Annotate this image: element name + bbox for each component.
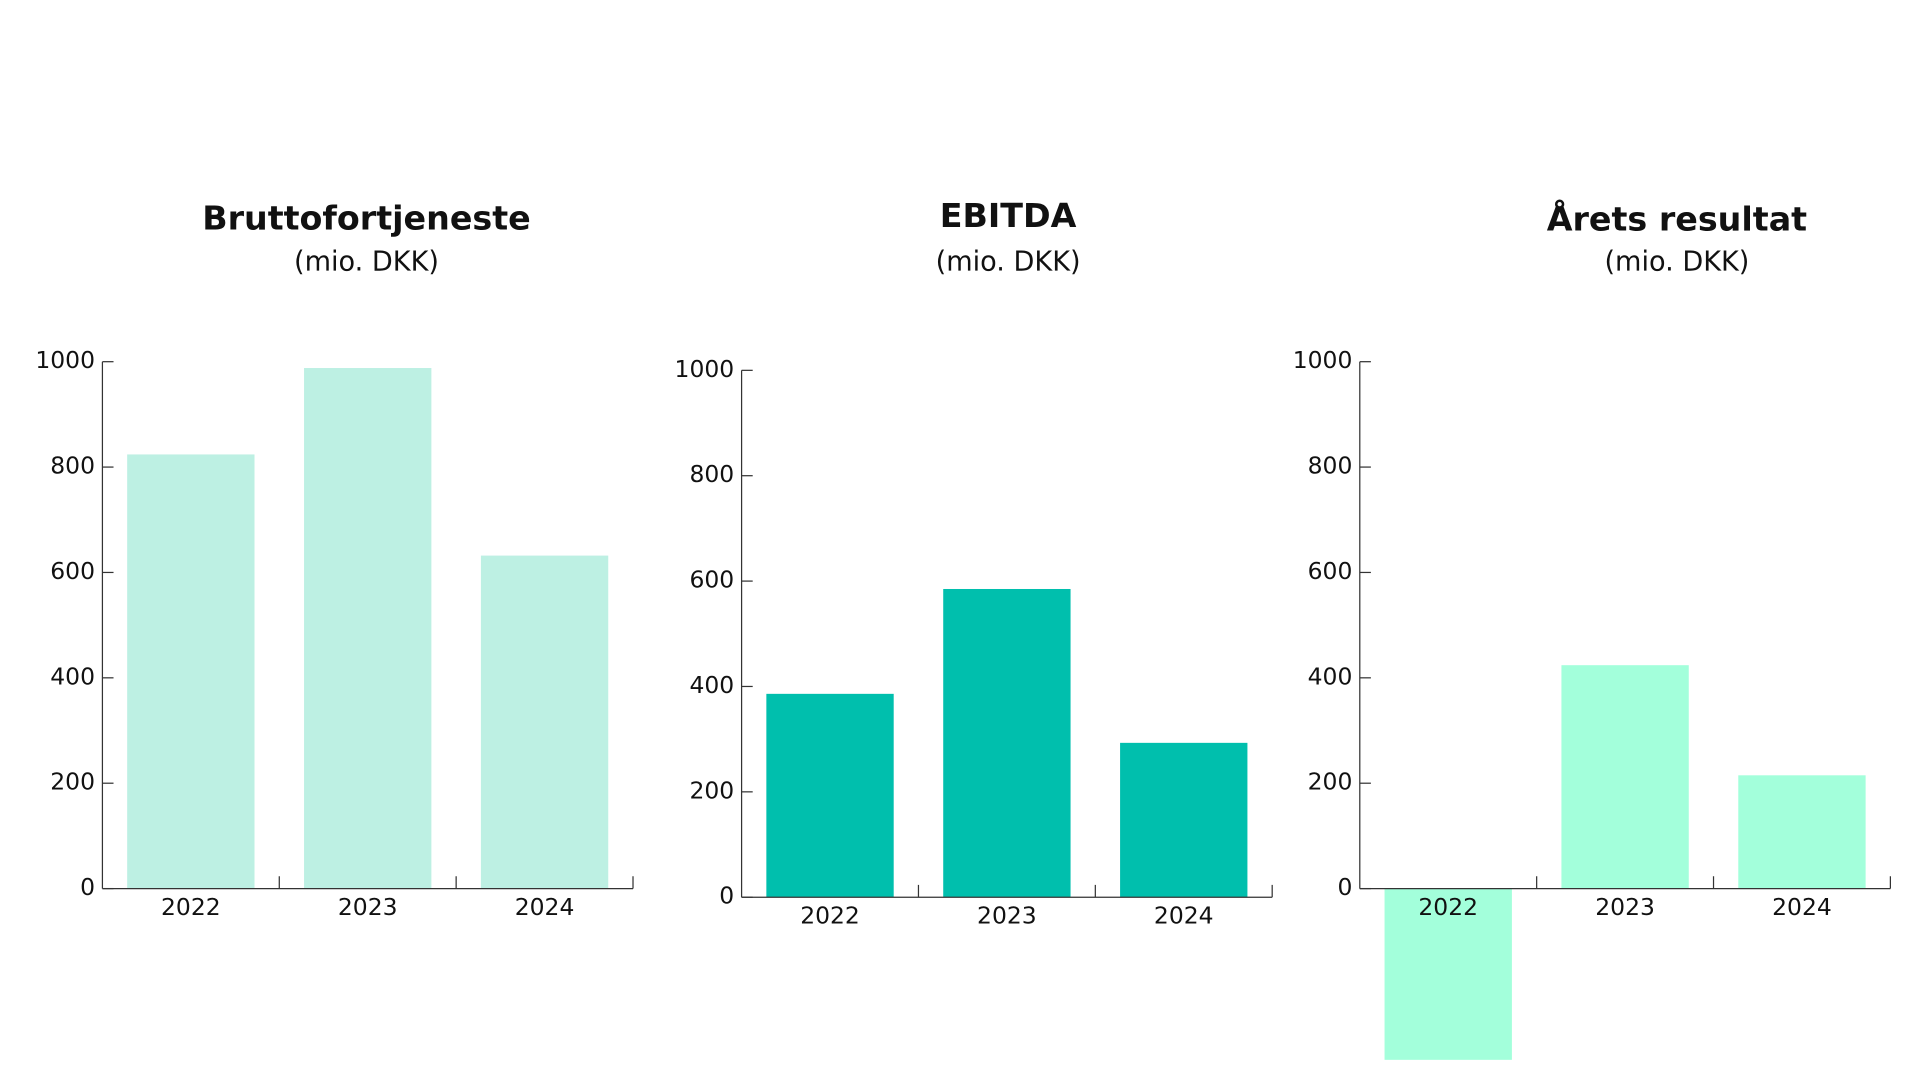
y-tick-label: 1000	[1293, 346, 1353, 374]
y-tick-label: 600	[1308, 557, 1353, 585]
bar	[1738, 775, 1866, 889]
y-tick-label: 0	[1337, 873, 1352, 901]
x-tick-label: 2023	[1595, 893, 1655, 921]
y-tick-label: 1000	[675, 355, 735, 383]
x-tick-label: 2023	[338, 893, 398, 921]
y-tick-label: 200	[50, 768, 95, 796]
bar	[480, 555, 609, 889]
y-tick-label: 200	[689, 776, 734, 804]
y-tick-label: 600	[50, 557, 95, 585]
chart-title: EBITDA	[940, 196, 1077, 235]
chart-title: Årets resultat	[1547, 199, 1807, 239]
chart-subtitle: (mio. DKK)	[1604, 246, 1749, 277]
y-tick-label: 400	[50, 662, 95, 690]
x-tick-label: 2024	[515, 893, 575, 921]
bar	[304, 368, 432, 889]
bar	[1561, 665, 1689, 889]
chart-subtitle: (mio. DKK)	[294, 246, 439, 277]
x-tick-label: 2022	[800, 901, 860, 929]
y-tick-label: 400	[689, 671, 734, 699]
bar	[127, 454, 255, 889]
y-tick-label: 0	[719, 882, 734, 910]
chart-title: Bruttofortjeneste	[202, 198, 531, 237]
bar	[1384, 888, 1512, 1060]
x-tick-label: 2024	[1772, 893, 1832, 921]
chart-subtitle: (mio. DKK)	[936, 246, 1081, 277]
y-tick-label: 600	[689, 566, 734, 594]
x-tick-label: 2023	[977, 901, 1037, 929]
bar	[943, 588, 1071, 898]
y-tick-label: 200	[1308, 768, 1353, 796]
y-tick-label: 800	[689, 460, 734, 488]
y-tick-label: 800	[1308, 452, 1353, 480]
y-tick-label: 800	[50, 452, 95, 480]
y-tick-label: 0	[80, 873, 95, 901]
y-tick-label: 400	[1308, 662, 1353, 690]
x-tick-label: 2024	[1154, 901, 1214, 929]
y-tick-label: 1000	[35, 346, 95, 374]
x-tick-label: 2022	[1418, 893, 1478, 921]
bar	[1120, 742, 1248, 898]
bar	[766, 693, 894, 898]
x-tick-label: 2022	[161, 893, 221, 921]
